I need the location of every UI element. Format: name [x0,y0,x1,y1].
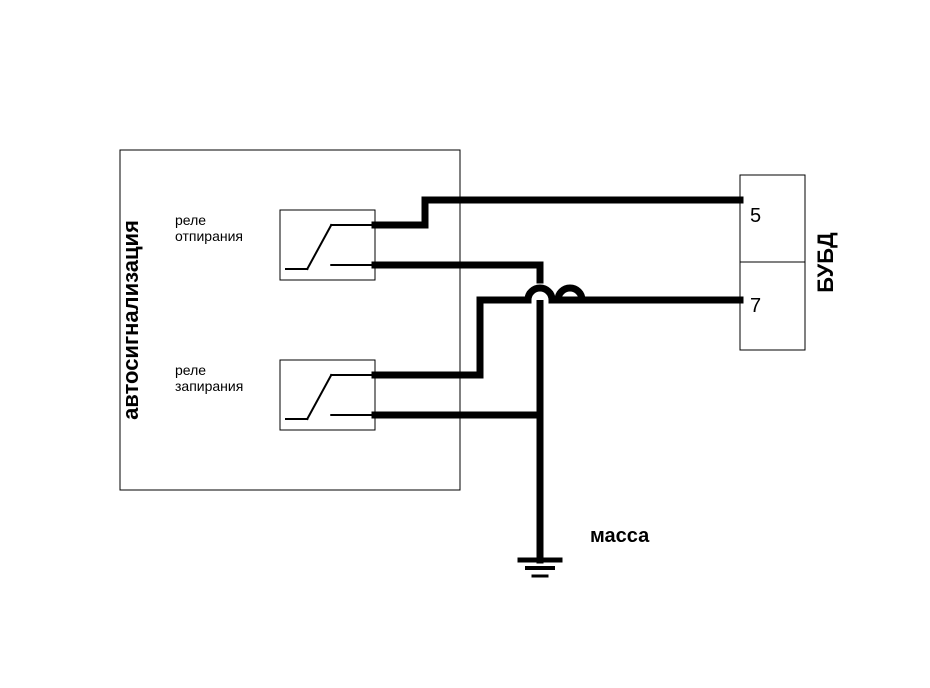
left-block-label: автосигнализация [118,220,143,420]
relay-lock-label: релезапирания [175,362,243,394]
ground-label: масса [590,525,650,547]
left-block-box [120,150,460,490]
relay-unlock-arm [307,225,331,269]
right-block-label: БУБД [813,232,838,293]
wire-unlock-to-pin5 [375,200,740,225]
relay-lock-arm [307,375,331,419]
pin-5-label: 5 [750,205,761,227]
relay-unlock-label: релеотпирания [175,212,243,244]
wiring-diagram: автосигнализация 5 7 БУБД релеотпирания релез… [0,0,930,688]
pin-7-label: 7 [750,295,761,317]
